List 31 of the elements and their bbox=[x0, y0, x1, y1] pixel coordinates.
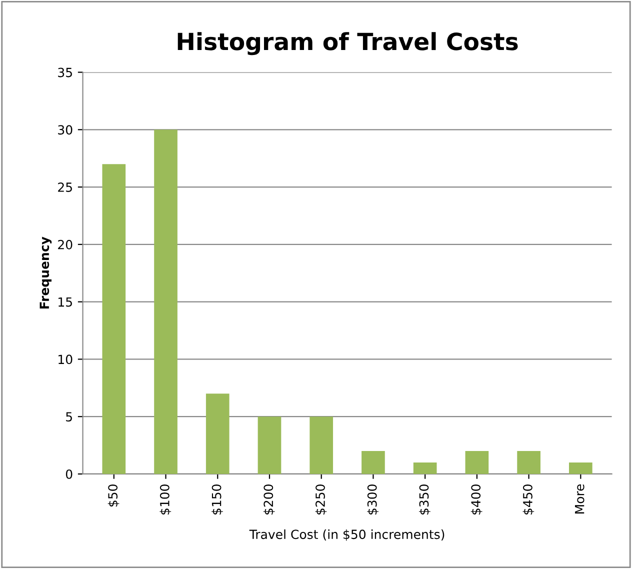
y-tick-label: 5 bbox=[66, 412, 72, 422]
bar bbox=[517, 451, 540, 474]
bar bbox=[362, 451, 385, 474]
x-axis-title: Travel Cost (in $50 increments) bbox=[249, 529, 444, 541]
x-tick-label: $350 bbox=[419, 484, 430, 514]
y-tick-label: 30 bbox=[58, 125, 72, 135]
x-tick-label: $50 bbox=[108, 484, 120, 507]
y-tick-label: 35 bbox=[58, 68, 72, 78]
y-tick-label: 0 bbox=[66, 469, 72, 479]
y-axis-title: Frequency bbox=[40, 236, 52, 309]
bar bbox=[206, 394, 230, 474]
y-tick-label: 15 bbox=[58, 297, 72, 307]
x-tick-label: $400 bbox=[470, 484, 482, 514]
y-tick-label: 20 bbox=[58, 240, 72, 250]
x-tick-label: $100 bbox=[160, 484, 172, 514]
chart-title: Histogram of Travel Costs bbox=[178, 32, 518, 56]
x-tick-label: $250 bbox=[315, 484, 327, 514]
x-tick-label: $150 bbox=[212, 484, 223, 514]
x-tick-label: $450 bbox=[522, 484, 534, 514]
bar bbox=[310, 416, 334, 474]
bar bbox=[413, 462, 437, 474]
bar bbox=[102, 164, 126, 474]
x-tick-label: $200 bbox=[263, 484, 275, 514]
bar bbox=[465, 451, 489, 474]
y-tick-label: 10 bbox=[58, 354, 72, 364]
bar bbox=[154, 130, 178, 474]
bar bbox=[568, 462, 592, 474]
y-tick-label: 25 bbox=[58, 182, 72, 192]
bar bbox=[258, 416, 282, 474]
x-tick-label: More bbox=[574, 484, 584, 514]
x-tick-label: $300 bbox=[367, 484, 378, 514]
